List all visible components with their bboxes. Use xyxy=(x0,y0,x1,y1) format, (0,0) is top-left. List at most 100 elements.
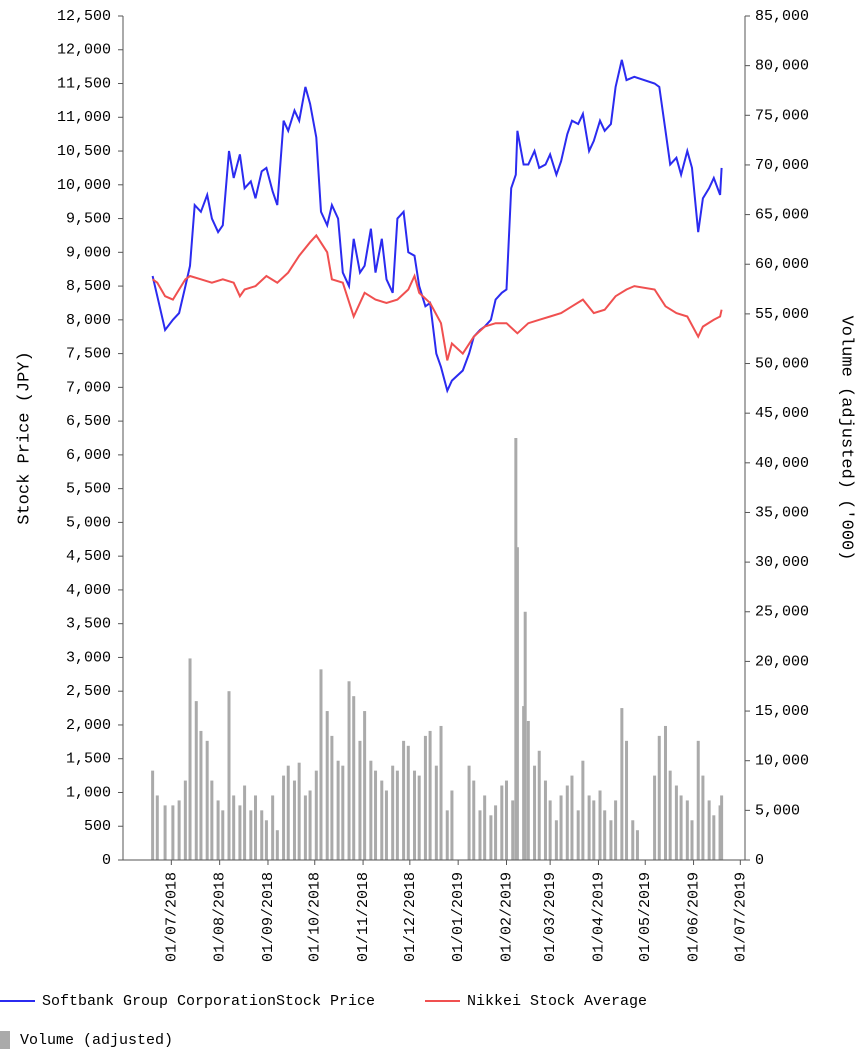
x-tick-label: 01/01/2019 xyxy=(450,872,467,962)
y2-tick-label: 5,000 xyxy=(755,802,800,819)
volume-bar xyxy=(478,810,482,860)
volume-bar xyxy=(282,775,286,860)
x-tick-label: 01/07/2018 xyxy=(163,872,180,962)
volume-bar xyxy=(504,780,508,860)
x-tick-label: 01/09/2018 xyxy=(260,872,277,962)
price-line xyxy=(152,233,723,361)
y2-tick-label: 85,000 xyxy=(755,8,809,25)
volume-bar xyxy=(286,765,290,860)
y2-tick-label: 45,000 xyxy=(755,405,809,422)
volume-bar xyxy=(352,696,356,860)
legend-label: Softbank Group CorporationStock Price xyxy=(42,993,375,1010)
volume-bar xyxy=(720,795,724,860)
volume-bar xyxy=(522,706,526,860)
volume-bar xyxy=(205,740,209,860)
volume-bar xyxy=(384,790,388,860)
volume-bar xyxy=(635,830,639,860)
volume-bar xyxy=(445,810,449,860)
y2-tick-label: 50,000 xyxy=(755,355,809,372)
y-tick-label: 5,000 xyxy=(66,514,111,531)
volume-bar xyxy=(537,750,541,860)
volume-bar xyxy=(395,770,399,860)
y-tick-label: 10,500 xyxy=(57,143,111,160)
volume-bar xyxy=(308,790,312,860)
y-tick-label: 8,500 xyxy=(66,278,111,295)
volume-bar xyxy=(500,785,504,860)
y-tick-label: 11,000 xyxy=(57,109,111,126)
y2-tick-label: 25,000 xyxy=(755,604,809,621)
y-tick-label: 10,000 xyxy=(57,177,111,194)
volume-bar xyxy=(439,725,443,860)
y2-tick-label: 60,000 xyxy=(755,256,809,273)
volume-bar xyxy=(292,780,296,860)
y2-tick-label: 70,000 xyxy=(755,157,809,174)
volume-bar xyxy=(423,735,427,860)
volume-bar xyxy=(216,800,220,860)
volume-bar xyxy=(413,770,417,860)
volume-bar xyxy=(227,691,231,860)
volume-bar xyxy=(668,770,672,860)
volume-bar xyxy=(483,795,487,860)
y-tick-label: 5,500 xyxy=(66,481,111,498)
volume-bar xyxy=(210,780,214,860)
y2-tick-label: 30,000 xyxy=(755,554,809,571)
volume-bar xyxy=(581,760,585,860)
y2-tick-label: 10,000 xyxy=(755,753,809,770)
y-tick-label: 7,500 xyxy=(66,346,111,363)
x-tick-label: 01/06/2019 xyxy=(686,872,703,962)
x-tick-label: 01/02/2019 xyxy=(498,872,515,962)
volume-bar xyxy=(171,805,175,860)
volume-bar xyxy=(232,795,236,860)
x-tick-label: 01/10/2018 xyxy=(307,872,324,962)
volume-bar xyxy=(341,765,345,860)
volume-bar xyxy=(363,711,367,860)
volume-bar xyxy=(297,762,301,860)
volume-bar xyxy=(391,765,395,860)
volume-bar xyxy=(155,795,159,860)
volume-bar xyxy=(221,810,225,860)
volume-bar xyxy=(533,765,537,860)
volume-bar xyxy=(275,830,279,860)
volume-bar xyxy=(163,805,167,860)
volume-bar xyxy=(260,810,264,860)
y2-tick-label: 65,000 xyxy=(755,207,809,224)
y2-tick-label: 0 xyxy=(755,852,764,869)
legend-swatch xyxy=(0,1031,10,1049)
volume-bar xyxy=(657,735,661,860)
y-tick-label: 11,500 xyxy=(57,75,111,92)
volume-bar xyxy=(701,775,705,860)
volume-bar xyxy=(417,775,421,860)
volume-bar xyxy=(325,711,329,860)
y-tick-label: 1,000 xyxy=(66,784,111,801)
volume-bar xyxy=(402,740,406,860)
x-tick-label: 01/05/2019 xyxy=(637,872,654,962)
volume-bar xyxy=(467,765,471,860)
x-tick-label: 01/11/2018 xyxy=(355,872,372,962)
y2-tick-label: 75,000 xyxy=(755,107,809,124)
volume-bar xyxy=(494,805,498,860)
volume-bar xyxy=(620,708,624,860)
volume-bar xyxy=(347,681,351,860)
volume-bar xyxy=(718,805,722,860)
volume-bar xyxy=(674,785,678,860)
y-tick-label: 12,000 xyxy=(57,42,111,59)
y-tick-label: 6,000 xyxy=(66,447,111,464)
volume-bar xyxy=(712,815,716,860)
volume-bar xyxy=(554,820,558,860)
volume-bar xyxy=(194,701,198,860)
y-axis-label: Stock Price (JPY) xyxy=(15,351,34,524)
y2-axis-label: Volume (adjusted) ('000) xyxy=(837,316,856,561)
volume-bar xyxy=(663,725,667,860)
volume-bar xyxy=(523,611,527,860)
y-tick-label: 2,000 xyxy=(66,717,111,734)
volume-bar xyxy=(653,775,657,860)
volume-bar xyxy=(188,658,192,860)
volume-bar xyxy=(489,815,493,860)
volume-bar xyxy=(587,795,591,860)
y-tick-label: 2,500 xyxy=(66,683,111,700)
volume-bar xyxy=(254,795,258,860)
y2-tick-label: 55,000 xyxy=(755,306,809,323)
volume-bar xyxy=(472,780,476,860)
x-tick-label: 01/04/2019 xyxy=(590,872,607,962)
